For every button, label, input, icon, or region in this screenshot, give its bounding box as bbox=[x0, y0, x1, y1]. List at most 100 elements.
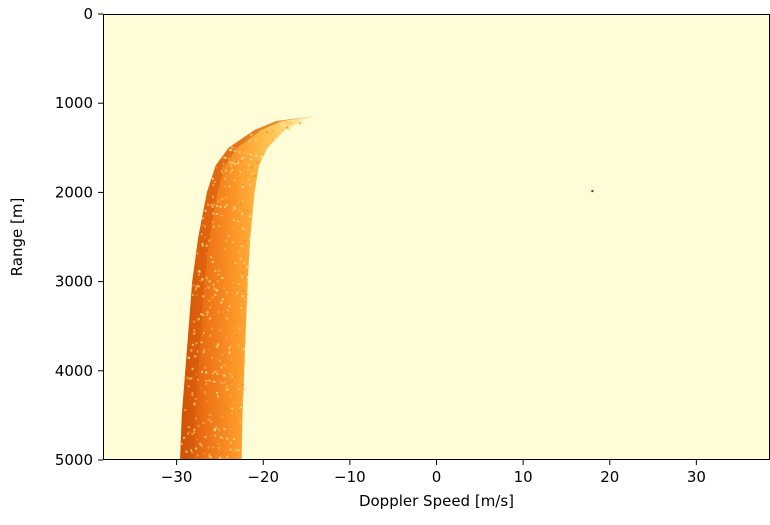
echo-speckle bbox=[232, 219, 235, 222]
y-tick-label: 4000 bbox=[55, 362, 93, 380]
echo-speckle bbox=[250, 133, 253, 136]
echo-speckle bbox=[253, 154, 256, 157]
echo-speckle bbox=[222, 167, 225, 170]
echo-speckle bbox=[269, 130, 272, 133]
echo-speckle bbox=[200, 387, 203, 390]
echo-speckle bbox=[210, 204, 213, 207]
echo-speckle bbox=[212, 212, 215, 215]
echo-speckle bbox=[208, 413, 211, 416]
echo-speckle bbox=[238, 375, 241, 378]
echo-speckle bbox=[223, 185, 226, 188]
echo-speckle bbox=[230, 428, 233, 431]
echo-speckle bbox=[242, 255, 245, 258]
echo-speckle bbox=[195, 284, 198, 287]
echo-speckle bbox=[233, 179, 236, 182]
echo-speckle bbox=[228, 148, 231, 151]
echo-speckle bbox=[210, 256, 213, 258]
echo-speckle bbox=[223, 428, 226, 431]
x-tick-label: 0 bbox=[432, 468, 442, 486]
echo-speckle bbox=[241, 295, 244, 298]
echo-speckle bbox=[241, 158, 243, 160]
echo-speckle bbox=[246, 151, 249, 154]
echo-speckle bbox=[231, 375, 234, 378]
echo-speckle bbox=[211, 325, 214, 328]
echo-speckle bbox=[240, 245, 243, 248]
echo-speckle bbox=[223, 374, 226, 377]
echo-speckle bbox=[279, 122, 282, 125]
echo-speckle bbox=[207, 455, 210, 458]
echo-speckle bbox=[228, 157, 230, 160]
echo-speckle bbox=[230, 165, 233, 168]
echo-speckle bbox=[213, 287, 216, 290]
echo-speckle bbox=[202, 332, 205, 334]
echo-speckle bbox=[246, 265, 248, 268]
echo-speckle bbox=[242, 156, 245, 159]
y-tick-label: 1000 bbox=[55, 94, 93, 112]
echo-speckle bbox=[212, 183, 215, 186]
echo-speckle bbox=[235, 334, 238, 337]
echo-speckle bbox=[222, 337, 225, 340]
echo-speckle bbox=[223, 165, 226, 168]
echo-speckle bbox=[238, 327, 241, 330]
echo-speckle bbox=[229, 345, 232, 348]
echo-speckle bbox=[231, 407, 234, 410]
x-tick-label: −10 bbox=[334, 468, 366, 486]
echo-speckle bbox=[249, 144, 252, 147]
echo-speckle bbox=[237, 344, 240, 347]
echo-speckle bbox=[220, 301, 223, 304]
echo-speckle bbox=[256, 161, 259, 164]
echo-speckle bbox=[228, 305, 231, 308]
echo-speckle bbox=[239, 185, 242, 188]
echo-speckle bbox=[203, 225, 206, 228]
x-tick-label: 20 bbox=[600, 468, 619, 486]
echo-speckle bbox=[211, 260, 214, 263]
echo-speckle bbox=[248, 140, 251, 143]
echo-speckle bbox=[200, 313, 203, 316]
echo-speckle bbox=[197, 424, 200, 427]
echo-speckle bbox=[246, 293, 249, 296]
echo-speckle bbox=[228, 185, 231, 188]
echo-speckle bbox=[195, 447, 197, 450]
echo-speckle bbox=[251, 173, 254, 175]
echo-speckle bbox=[215, 261, 218, 264]
echo-speckle bbox=[217, 200, 220, 203]
echo-speckle bbox=[221, 415, 224, 418]
echo-speckle bbox=[228, 351, 231, 354]
echo-speckle bbox=[242, 227, 245, 230]
echo-speckle bbox=[215, 213, 218, 215]
echo-speckle bbox=[238, 159, 241, 162]
echo-speckle bbox=[234, 163, 237, 165]
echo-speckle bbox=[209, 456, 212, 459]
echo-speckle bbox=[191, 367, 194, 370]
echo-speckle bbox=[217, 311, 220, 313]
echo-speckle bbox=[204, 391, 207, 394]
echo-speckle bbox=[186, 376, 189, 379]
echo-speckle bbox=[225, 239, 228, 242]
echo-speckle bbox=[237, 410, 240, 413]
echo-speckle bbox=[230, 383, 233, 386]
echo-speckle bbox=[221, 436, 224, 439]
echo-speckle bbox=[242, 348, 245, 351]
echo-speckle bbox=[283, 125, 285, 127]
echo-speckle bbox=[234, 375, 237, 378]
echo-speckle bbox=[249, 215, 252, 218]
echo-speckle bbox=[238, 384, 241, 387]
echo-speckle bbox=[196, 438, 198, 441]
echo-speckle bbox=[225, 317, 228, 320]
echo-speckle bbox=[212, 372, 215, 375]
echo-speckle bbox=[224, 177, 227, 180]
echo-speckle bbox=[221, 261, 224, 264]
echo-speckle bbox=[214, 293, 217, 296]
echo-speckle bbox=[237, 449, 240, 452]
echo-speckle bbox=[200, 233, 203, 236]
echo-speckle bbox=[241, 212, 243, 215]
echo-speckle bbox=[226, 204, 229, 207]
echo-speckle bbox=[216, 392, 219, 394]
echo-speckle bbox=[220, 456, 223, 459]
echo-speckle bbox=[229, 372, 231, 375]
y-tick-label: 0 bbox=[83, 5, 93, 23]
echo-speckle bbox=[240, 277, 243, 280]
echo-speckle bbox=[238, 151, 241, 153]
echo-speckle bbox=[238, 387, 241, 390]
echo-speckle bbox=[241, 271, 244, 274]
